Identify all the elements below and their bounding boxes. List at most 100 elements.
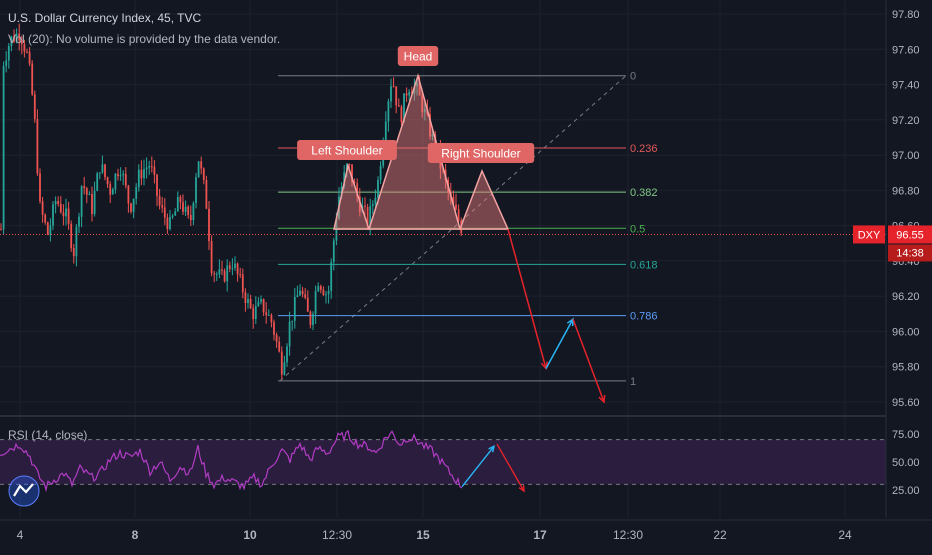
candle-body — [39, 173, 41, 202]
candle-body — [226, 265, 229, 282]
candle-body — [366, 207, 369, 226]
candle-body — [452, 196, 455, 205]
candle-body — [457, 209, 460, 222]
candle-body — [244, 292, 247, 303]
candle-body — [106, 177, 109, 185]
time-tick-label: 22 — [713, 528, 727, 542]
head-and-shoulders-pattern[interactable]: Head Left Shoulder Right Shoulder — [0, 46, 886, 235]
candle-body — [150, 166, 153, 168]
rsi-projection-down-arrow-head — [518, 485, 525, 493]
rsi-indicator: RSI (14, close) — [0, 428, 525, 507]
fib-level-label: 0 — [630, 71, 636, 83]
candle-body — [72, 248, 75, 257]
candle-body — [280, 351, 283, 375]
tradingview-logo-icon — [8, 475, 40, 507]
candle-body — [132, 198, 135, 212]
candle-body — [416, 83, 418, 87]
candle-body — [392, 86, 395, 88]
candle-body — [288, 321, 291, 347]
candle-body — [249, 298, 252, 309]
candle-body — [286, 346, 288, 363]
candle-body — [93, 190, 96, 215]
candle-body — [223, 270, 226, 282]
candle-body — [62, 212, 65, 217]
candle-body — [431, 134, 434, 137]
price-tick-label: 97.60 — [892, 44, 920, 56]
candle-body — [356, 183, 359, 197]
candle-body — [5, 60, 8, 67]
candle-body — [395, 86, 398, 106]
fib-level-label: 0.236 — [630, 143, 658, 155]
right-shoulder-label-text: Right Shoulder — [441, 147, 520, 161]
candle-body — [114, 173, 117, 190]
candle-body — [304, 294, 307, 298]
candle-body — [182, 202, 184, 212]
candle-body — [293, 296, 296, 321]
candle-body — [221, 269, 223, 271]
candle-body — [262, 299, 265, 313]
right-shoulder-label: Right Shoulder — [427, 143, 535, 163]
head-label: Head — [397, 46, 439, 66]
candle-body — [31, 63, 34, 95]
candle-body — [239, 274, 242, 276]
candle-body — [179, 196, 182, 203]
candle-body — [124, 173, 127, 186]
candle-body — [156, 174, 158, 196]
candle-body — [83, 186, 86, 189]
candle-body — [273, 322, 275, 335]
countdown-tag: 14:38 — [888, 244, 932, 262]
candle-body — [78, 216, 80, 227]
candle-body — [379, 165, 382, 180]
candle-body — [195, 177, 197, 203]
left-shoulder-label-bg — [297, 140, 397, 160]
candle-body — [41, 201, 44, 215]
rsi-tick-label: 75.00 — [892, 429, 920, 441]
candle-body — [384, 121, 387, 143]
candle-body — [296, 295, 299, 297]
fib-trendline — [279, 75, 627, 382]
candle-body — [171, 215, 174, 217]
candle-body — [252, 308, 255, 320]
candle-body — [403, 93, 405, 123]
candle-body — [109, 184, 112, 195]
candle-body — [137, 169, 140, 188]
candle-body — [309, 311, 312, 325]
candle-body — [57, 201, 60, 204]
candle-body — [353, 181, 356, 184]
projection-arrows[interactable] — [507, 228, 606, 404]
candle-body — [176, 196, 179, 212]
symbol-tag: DXY — [853, 225, 885, 244]
last-price-text: 96.55 — [896, 229, 924, 241]
candle-body — [270, 314, 273, 323]
candle-body — [148, 166, 151, 168]
candle-body — [2, 66, 5, 230]
rsi-tick-label: 25.00 — [892, 485, 920, 497]
candle-body — [158, 195, 161, 206]
candle-body — [111, 189, 114, 195]
price-tick-label: 96.20 — [892, 291, 920, 303]
candle-body — [119, 175, 122, 177]
candle-body — [205, 179, 208, 209]
candle-body — [161, 205, 164, 208]
candle-body — [325, 294, 327, 296]
candle-body — [15, 33, 18, 42]
candle-body — [88, 194, 91, 196]
time-tick-label: 8 — [132, 528, 139, 542]
candle-body — [135, 187, 138, 199]
candle-body — [413, 86, 416, 94]
candle-body — [52, 204, 54, 226]
candle-body — [197, 161, 200, 178]
price-tick-label: 96.00 — [892, 326, 920, 338]
candle-body — [26, 51, 28, 53]
candle-body — [371, 204, 374, 207]
candle-body — [218, 269, 221, 275]
candle-body — [33, 94, 36, 120]
candle-body — [130, 203, 132, 212]
candle-body — [421, 95, 424, 113]
rsi-projection-down-arrow — [496, 443, 525, 492]
candle-body — [98, 172, 101, 174]
time-tick-label: 17 — [533, 528, 547, 542]
symbol-title[interactable]: U.S. Dollar Currency Index, 45, TVC — [8, 11, 202, 25]
